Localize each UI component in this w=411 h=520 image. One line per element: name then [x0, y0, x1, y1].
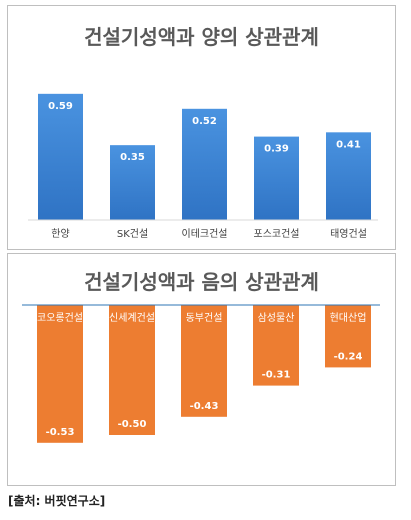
source-note: [출처: 버핏연구소]: [8, 494, 106, 508]
bar: [326, 132, 371, 220]
bar: [254, 136, 299, 220]
negative-correlation-chart: 건설기성액과 음의 상관관계 코오롱건설 -0.53 신세계건설 -0.50 동부건설 -…: [7, 253, 396, 486]
data-label: 0.35: [120, 152, 145, 163]
chart-title: 건설기성액과 음의 상관관계: [84, 270, 319, 294]
bar: [37, 305, 83, 443]
bar: [109, 305, 155, 435]
positive-chart-svg: 0.59 한양 0.35 SK건설 0.52 이테크건설 0.39 포스코건설 0.41 태영건설: [28, 93, 378, 240]
bar: [181, 305, 227, 417]
category-label: 현대산업: [330, 311, 367, 324]
data-label: -0.43: [190, 401, 219, 412]
data-label: -0.31: [262, 370, 291, 381]
positive-correlation-chart: 건설기성액과 양의 상관관계 0.59 한양 0.35 SK건설 0.52 이테크건설 0.…: [7, 5, 396, 250]
data-label: 0.52: [192, 116, 217, 127]
category-label: 태영건설: [330, 228, 367, 240]
category-label: 동부건설: [186, 312, 223, 324]
bar: [38, 93, 83, 220]
chart-title: 건설기성액과 양의 상관관계: [84, 25, 319, 49]
bar: [110, 145, 155, 220]
category-label: 삼성물산: [258, 312, 295, 324]
category-label: 이테크건설: [182, 228, 228, 240]
category-label: 포스코건설: [254, 228, 300, 240]
category-label: SK건설: [117, 228, 148, 240]
data-label: 0.39: [264, 144, 289, 155]
data-label: -0.50: [118, 419, 147, 430]
bar: [182, 108, 227, 220]
bar: [253, 305, 299, 386]
data-label: 0.41: [336, 139, 361, 150]
category-label: 신세계건설: [109, 312, 155, 324]
negative-chart-svg: 코오롱건설 -0.53 신세계건설 -0.50 동부건설 -0.43 삼성물산 -0.31 현대…: [22, 304, 380, 443]
data-label: -0.24: [334, 351, 363, 362]
data-label: -0.53: [46, 427, 75, 438]
bar: [325, 305, 371, 368]
category-label: 코오롱건설: [37, 312, 83, 324]
category-label: 한양: [51, 228, 69, 240]
data-label: 0.59: [48, 101, 73, 112]
